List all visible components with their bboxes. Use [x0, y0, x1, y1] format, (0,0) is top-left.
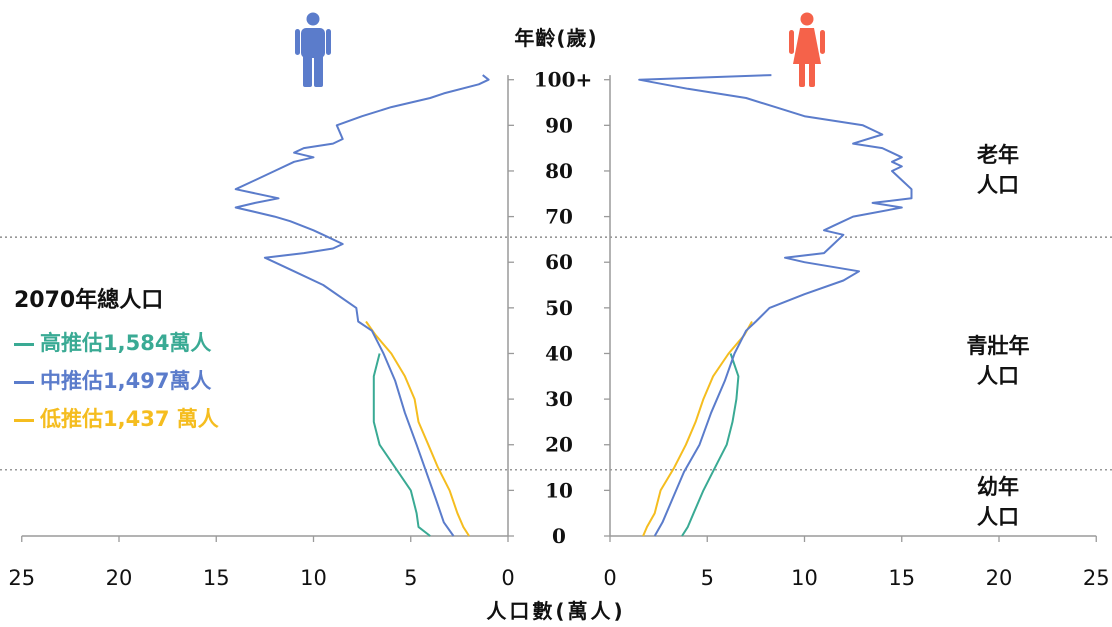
- legend-swatch-low: [14, 418, 34, 422]
- working-zone-label: 青壯年 人口: [928, 331, 1068, 391]
- legend-swatch-high: [14, 342, 34, 346]
- male-x-tick-label-5: 5: [404, 566, 417, 590]
- working-zone-line1: 青壯年: [966, 334, 1030, 358]
- male-x-tick-label-0: 0: [501, 566, 514, 590]
- female-x-tick-label-15: 15: [888, 566, 915, 590]
- legend: 2070年總人口 高推估1,584萬人 中推估1,497萬人 低推估1,437 …: [14, 282, 219, 438]
- female-x-tick-label-10: 10: [791, 566, 818, 590]
- male-x-tick-label-15: 15: [203, 566, 230, 590]
- legend-title: 2070年總人口: [14, 288, 164, 313]
- female-x-tick-label-5: 5: [701, 566, 714, 590]
- legend-label-medium: 中推估1,497萬人: [40, 369, 212, 393]
- y-tick-label-30: 30: [545, 387, 573, 411]
- elderly-zone-line1: 老年: [977, 143, 1019, 167]
- x-axis-title: 人口數(萬人): [486, 599, 626, 623]
- y-axis-title: 年齡(歲): [514, 26, 598, 50]
- elderly-zone-line2: 人口: [977, 173, 1019, 197]
- youth-zone-line2: 人口: [977, 505, 1019, 529]
- y-tick-label-80: 80: [545, 159, 573, 183]
- y-tick-label-60: 60: [545, 250, 573, 274]
- y-tick-label-0: 0: [552, 524, 566, 548]
- female-x-tick-label-0: 0: [603, 566, 616, 590]
- legend-item-medium: 中推估1,497萬人: [14, 362, 219, 400]
- working-zone-line2: 人口: [977, 364, 1019, 388]
- male-x-tick-label-25: 25: [8, 566, 35, 590]
- y-tick-label-70: 70: [545, 205, 573, 229]
- female-person-icon: [789, 12, 825, 87]
- y-tick-label-10: 10: [545, 478, 573, 502]
- male-series-line-medium: [234, 74, 490, 537]
- male-series-line-high: [372, 353, 431, 537]
- legend-item-high: 高推估1,584萬人: [14, 324, 219, 362]
- legend-swatch-medium: [14, 380, 34, 384]
- female-series-line-high: [681, 353, 740, 537]
- legend-item-low: 低推估1,437 萬人: [14, 400, 219, 438]
- female-series-line-low: [642, 321, 753, 537]
- y-tick-label-90: 90: [545, 113, 573, 137]
- male-person-icon: [295, 12, 331, 87]
- legend-label-high: 高推估1,584萬人: [40, 331, 212, 355]
- y-tick-label-20: 20: [545, 433, 573, 457]
- male-x-tick-label-20: 20: [106, 566, 133, 590]
- y-tick-label-100: 100+: [534, 68, 593, 92]
- male-x-tick-label-10: 10: [300, 566, 327, 590]
- male-series-line-low: [365, 320, 470, 537]
- legend-label-low: 低推估1,437 萬人: [40, 407, 219, 431]
- female-x-tick-label-25: 25: [1083, 566, 1110, 590]
- y-tick-label-50: 50: [545, 296, 573, 320]
- youth-zone-label: 幼年 人口: [928, 472, 1068, 532]
- youth-zone-line1: 幼年: [977, 475, 1019, 499]
- y-tick-label-40: 40: [545, 341, 573, 365]
- female-series-line-medium: [638, 74, 913, 537]
- female-x-tick-label-20: 20: [986, 566, 1013, 590]
- elderly-zone-label: 老年 人口: [928, 140, 1068, 200]
